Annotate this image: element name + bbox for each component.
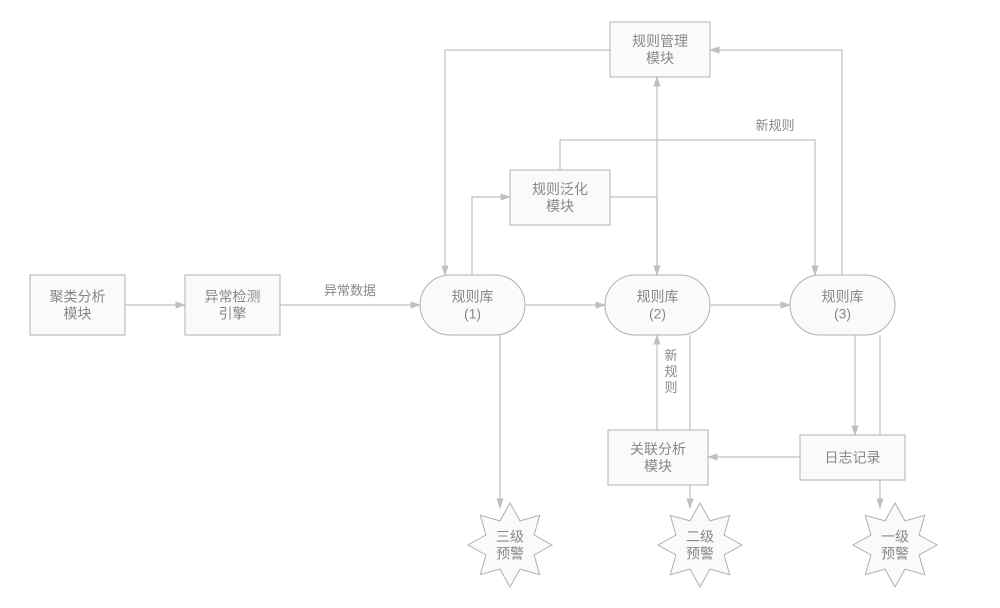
edge	[445, 50, 610, 275]
node-label: 日志记录	[825, 450, 881, 466]
flowchart: 异常数据新规则新规则聚类分析模块异常检测引擎规则库(1)规则库(2)规则库(3)…	[0, 0, 1000, 608]
node-label: 规则库	[822, 289, 864, 305]
node-gen: 规则泛化模块	[510, 170, 610, 225]
edge-label: 异常数据	[324, 283, 376, 298]
node-label: 引擎	[219, 306, 247, 322]
node-detect: 异常检测引擎	[185, 275, 280, 335]
edge	[610, 197, 657, 275]
node-label: 模块	[64, 306, 92, 322]
node-label: 异常检测	[205, 289, 261, 305]
edge-label: 则	[664, 380, 677, 395]
node-label: (3)	[834, 306, 851, 322]
node-rule1: 规则库(1)	[420, 275, 525, 335]
node-label: 一级	[881, 529, 909, 545]
node-label: 规则管理	[632, 33, 688, 49]
node-assoc: 关联分析模块	[608, 430, 708, 485]
node-label: 预警	[881, 546, 909, 562]
node-alert3: 三级预警	[468, 503, 552, 587]
node-log: 日志记录	[800, 435, 905, 480]
node-label: 规则库	[452, 289, 494, 305]
node-alert2: 二级预警	[658, 503, 742, 587]
node-label: (1)	[464, 306, 481, 322]
node-label: 三级	[496, 529, 524, 545]
node-label: 二级	[686, 529, 714, 545]
node-label: 模块	[644, 458, 672, 474]
edge-label: 新规则	[755, 118, 794, 133]
node-label: 预警	[686, 546, 714, 562]
edge-label: 规	[664, 364, 677, 379]
edge-label: 新	[664, 348, 677, 363]
node-label: 预警	[496, 546, 524, 562]
node-label: 规则库	[637, 289, 679, 305]
node-rule2: 规则库(2)	[605, 275, 710, 335]
edge	[472, 197, 510, 275]
node-label: 规则泛化	[532, 181, 588, 197]
node-cluster: 聚类分析模块	[30, 275, 125, 335]
node-rule3: 规则库(3)	[790, 275, 895, 335]
node-label: (2)	[649, 306, 666, 322]
edge	[710, 50, 842, 275]
node-mgmt: 规则管理模块	[610, 22, 710, 77]
node-label: 关联分析	[630, 441, 686, 457]
node-label: 模块	[646, 50, 674, 66]
node-label: 聚类分析	[50, 289, 106, 305]
node-label: 模块	[546, 198, 574, 214]
node-alert1: 一级预警	[853, 503, 937, 587]
